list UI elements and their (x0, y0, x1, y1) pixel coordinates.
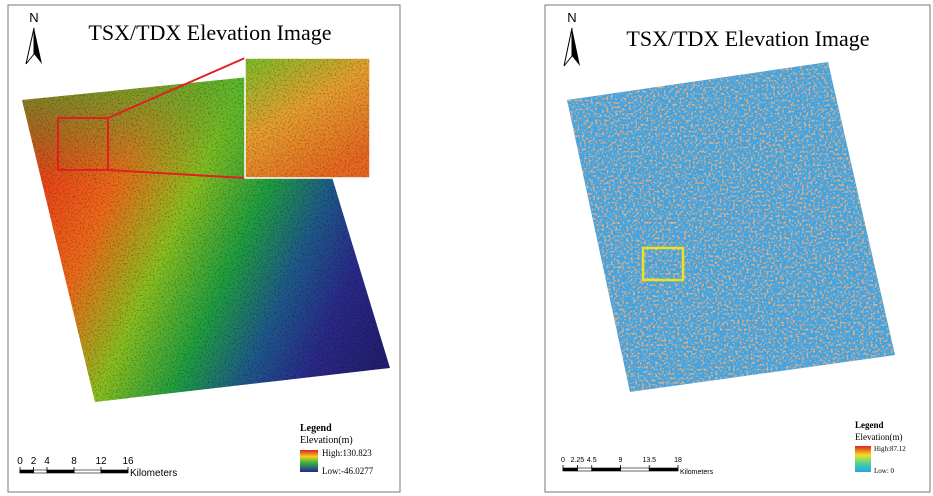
scale-label: 2 (31, 456, 37, 467)
scale-label: 12 (95, 456, 107, 467)
legend-low: Low: 0 (874, 467, 895, 475)
legend-ramp (300, 450, 318, 472)
scale-segment (563, 468, 577, 471)
scale-label: 13.5 (642, 457, 656, 464)
legend-title: Legend (855, 420, 884, 430)
scale-label: 0 (561, 457, 565, 464)
legend-ramp (855, 446, 871, 472)
scale-label: 4.5 (587, 457, 597, 464)
legend-low: Low:-46.0277 (322, 466, 374, 476)
scale-segment (592, 468, 621, 471)
legend-high: High:87.12 (874, 445, 906, 453)
scale-label: 8 (71, 456, 77, 467)
north-label: N (567, 10, 576, 25)
scale-segment (101, 470, 128, 473)
scale-segment (621, 468, 650, 471)
scale-segment (649, 468, 678, 471)
scale-label: 0 (17, 456, 23, 467)
scale-unit: Kilometers (680, 469, 714, 476)
scale-segment (577, 468, 591, 471)
scale-segment (47, 470, 74, 473)
scale-segment (74, 470, 101, 473)
legend-field: Elevation(m) (855, 432, 902, 442)
legend-high: High:130.823 (322, 448, 372, 458)
scale-label: 4 (44, 456, 50, 467)
legend-title: Legend (300, 423, 332, 434)
zoom-inset (245, 58, 370, 178)
scale-label: 2.25 (571, 457, 585, 464)
scale-label: 9 (619, 457, 623, 464)
map-title: TSX/TDX Elevation Image (88, 20, 331, 45)
scale-segment (34, 470, 48, 473)
scale-label: 16 (122, 456, 134, 467)
scale-label: 18 (674, 457, 682, 464)
north-label: N (29, 10, 38, 25)
scale-unit: Kilometers (130, 468, 177, 479)
scale-segment (20, 470, 34, 473)
figure: TSX/TDX Elevation Image N Legend Elevati… (0, 0, 933, 496)
map-title: TSX/TDX Elevation Image (626, 26, 869, 51)
legend-field: Elevation(m) (300, 435, 353, 446)
